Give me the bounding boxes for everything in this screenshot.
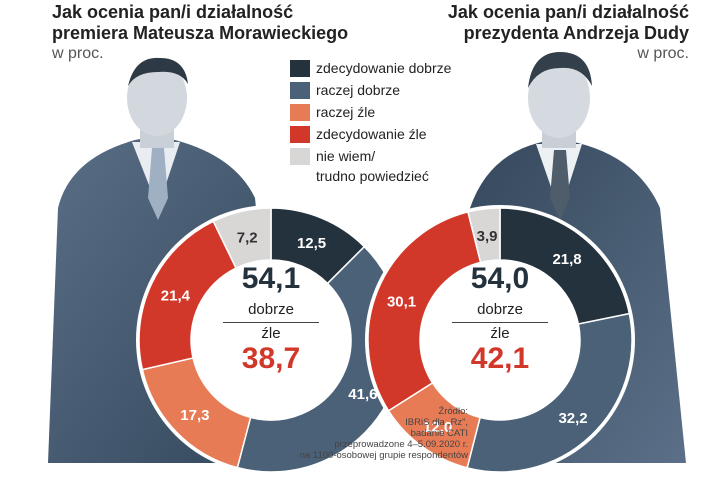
legend-label: raczej dobrze bbox=[316, 82, 401, 98]
source-note: Źródło: IBRiS dla „Rz”, badanie CATI prz… bbox=[268, 406, 468, 461]
left-slice-label-5: 7,2 bbox=[237, 230, 258, 247]
right-unit-label: w proc. bbox=[637, 45, 689, 62]
left-slice-label-3: 17,3 bbox=[180, 407, 209, 424]
source-line: na 1100-osobowej grupie respondentów bbox=[299, 450, 468, 461]
right-negative-label: źle bbox=[490, 325, 510, 342]
legend-label: raczej źle bbox=[316, 104, 376, 120]
source-line: przeprowadzone 4–5.09.2020 r. bbox=[334, 439, 468, 450]
source-line: Źródło: bbox=[438, 406, 468, 417]
right-positive-total: 54,0 bbox=[470, 262, 530, 295]
right-slice-label-3: 12,0 bbox=[423, 419, 452, 436]
legend: zdecydowanie dobrze raczej dobrze raczej… bbox=[290, 60, 451, 192]
legend-item: nie wiem/ trudno powiedzieć bbox=[290, 148, 451, 192]
legend-swatch bbox=[290, 126, 310, 143]
legend-label: zdecydowanie dobrze bbox=[316, 60, 452, 76]
left-title-line1: Jak ocenia pan/i działalność bbox=[52, 2, 294, 22]
legend-item: zdecydowanie dobrze bbox=[290, 60, 451, 82]
right-donut-center: 54,0 dobrze źle 42,1 bbox=[362, 202, 638, 478]
left-positive-label: dobrze bbox=[248, 301, 294, 318]
legend-swatch bbox=[290, 82, 310, 99]
right-donut-chart: 21,8 32,2 12,0 30,1 3,9 54,0 dobrze źle 42,1 bbox=[362, 202, 638, 478]
right-title-line1: Jak ocenia pan/i działalność bbox=[447, 2, 689, 22]
right-slice-label-4: 30,1 bbox=[387, 294, 416, 311]
source-line: IBRiS dla „Rz”, bbox=[405, 417, 468, 428]
left-title-block: Jak ocenia pan/i działalność premiera Ma… bbox=[52, 2, 348, 63]
left-donut-svg: 12,5 41,6 17,3 21,4 7,2 bbox=[136, 205, 406, 475]
legend-item: raczej dobrze bbox=[290, 82, 451, 104]
left-donut-hole bbox=[191, 260, 351, 420]
legend-label: nie wiem/ bbox=[316, 148, 376, 164]
right-positive-label: dobrze bbox=[477, 301, 523, 318]
left-slice-label-4: 21,4 bbox=[161, 287, 191, 304]
legend-item: zdecydowanie źle bbox=[290, 126, 451, 148]
legend-label-2: trudno powiedzieć bbox=[316, 168, 429, 184]
legend-swatch bbox=[290, 148, 310, 165]
right-title-block: Jak ocenia pan/i działalność prezydenta … bbox=[448, 2, 689, 63]
source-line: badanie CATI bbox=[410, 428, 468, 439]
legend-swatch bbox=[290, 60, 310, 77]
right-slice-label-2: 32,2 bbox=[558, 410, 587, 427]
legend-item: raczej źle bbox=[290, 104, 451, 126]
left-unit-label: w proc. bbox=[52, 45, 104, 62]
right-negative-total: 42,1 bbox=[470, 342, 530, 375]
left-negative-label: źle bbox=[261, 325, 281, 342]
left-positive-total: 54,1 bbox=[241, 262, 301, 295]
right-center-divider bbox=[452, 322, 548, 323]
legend-swatch bbox=[290, 104, 310, 121]
right-slice-label-5: 3,9 bbox=[477, 228, 498, 245]
left-title-line2: premiera Mateusza Morawieckiego bbox=[52, 23, 349, 43]
left-negative-total: 38,7 bbox=[241, 342, 301, 375]
right-title-line2: prezydenta Andrzeja Dudy bbox=[463, 23, 689, 43]
left-donut-chart: 12,5 41,6 17,3 21,4 7,2 54,1 dobrze źle 38,7 bbox=[133, 202, 409, 478]
legend-label-block: nie wiem/ trudno powiedzieć bbox=[316, 148, 429, 187]
left-donut-center: 54,1 dobrze źle 38,7 bbox=[133, 202, 409, 478]
left-slice-label-1: 12,5 bbox=[297, 235, 326, 252]
right-donut-hole bbox=[420, 260, 580, 420]
left-slice-label-2: 41,6 bbox=[348, 386, 377, 403]
right-donut-svg: 21,8 32,2 12,0 30,1 3,9 bbox=[365, 205, 635, 475]
legend-label: zdecydowanie źle bbox=[316, 126, 427, 142]
left-center-divider bbox=[223, 322, 319, 323]
right-slice-label-1: 21,8 bbox=[552, 251, 581, 268]
